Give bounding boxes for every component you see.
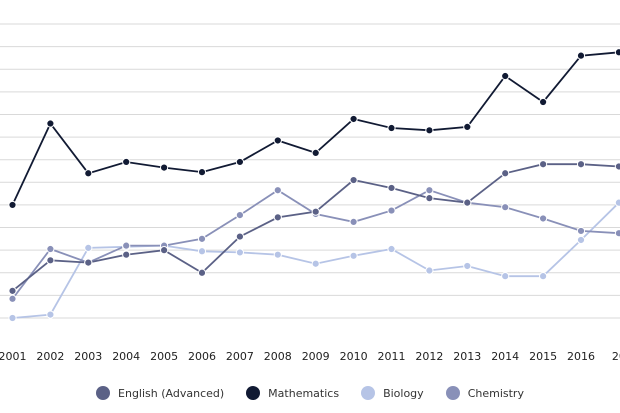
data-point-mathematics[interactable] xyxy=(122,157,131,167)
data-point-english-advanced[interactable] xyxy=(160,246,169,255)
x-tick-label: 2002 xyxy=(36,350,64,363)
legend-item-english-advanced[interactable]: English (Advanced) xyxy=(96,386,224,400)
data-point-english-advanced[interactable] xyxy=(273,213,282,222)
legend-item-chemistry[interactable]: Chemistry xyxy=(445,386,524,400)
data-point-mathematics[interactable] xyxy=(160,163,169,172)
data-point-biology[interactable] xyxy=(387,244,396,254)
x-tick-label: 2004 xyxy=(112,350,140,363)
data-point-biology[interactable] xyxy=(539,272,548,281)
data-point-english-advanced[interactable] xyxy=(197,268,207,277)
data-point-biology[interactable] xyxy=(197,247,207,256)
data-point-biology[interactable] xyxy=(311,259,320,268)
data-point-english-advanced[interactable] xyxy=(576,160,586,169)
data-point-chemistry[interactable] xyxy=(273,186,282,195)
data-point-english-advanced[interactable] xyxy=(46,256,55,265)
data-point-english-advanced[interactable] xyxy=(349,175,358,185)
x-tick-label: 2011 xyxy=(378,350,406,363)
data-point-mathematics[interactable] xyxy=(576,51,586,60)
x-tick-label: 2007 xyxy=(226,350,254,363)
data-point-mathematics[interactable] xyxy=(84,169,93,178)
data-point-english-advanced[interactable] xyxy=(463,198,472,207)
legend: English (Advanced) Mathematics Biology Chem… xyxy=(0,383,620,403)
x-tick-label: 2016 xyxy=(567,350,595,363)
data-point-english-advanced[interactable] xyxy=(311,207,320,216)
x-tick-label: 2006 xyxy=(188,350,216,363)
data-point-mathematics[interactable] xyxy=(197,168,207,177)
x-tick-label: 2001 xyxy=(0,350,27,363)
data-point-english-advanced[interactable] xyxy=(235,232,244,241)
data-point-chemistry[interactable] xyxy=(197,234,207,243)
x-tick-label: 2003 xyxy=(74,350,102,363)
data-point-biology[interactable] xyxy=(84,243,93,252)
data-point-mathematics[interactable] xyxy=(501,71,510,81)
data-point-mathematics[interactable] xyxy=(463,122,472,132)
data-point-biology[interactable] xyxy=(501,272,510,281)
legend-item-mathematics[interactable]: Mathematics xyxy=(246,386,339,400)
legend-label: Mathematics xyxy=(268,386,340,400)
data-point-biology[interactable] xyxy=(235,248,244,257)
data-point-english-advanced[interactable] xyxy=(614,162,620,171)
data-point-chemistry[interactable] xyxy=(349,217,358,226)
series-line-chemistry xyxy=(11,189,619,300)
data-point-mathematics[interactable] xyxy=(273,136,282,145)
data-point-chemistry[interactable] xyxy=(501,203,510,212)
data-point-english-advanced[interactable] xyxy=(84,258,93,267)
data-point-chemistry[interactable] xyxy=(122,241,131,250)
data-point-mathematics[interactable] xyxy=(614,48,620,57)
data-point-mathematics[interactable] xyxy=(8,200,17,210)
data-point-chemistry[interactable] xyxy=(539,214,548,223)
data-point-mathematics[interactable] xyxy=(46,119,55,128)
x-axis-ticks: 2001 2002 2003 2004 2005 2006 2007 2008 2009 2010… xyxy=(0,350,620,363)
data-point-mathematics[interactable] xyxy=(387,123,396,133)
data-point-mathematics[interactable] xyxy=(539,97,548,107)
x-tick-label: 2012 xyxy=(415,350,443,363)
legend-label: Biology xyxy=(383,386,424,400)
legend-item-biology[interactable]: Biology xyxy=(361,386,424,400)
data-point-biology[interactable] xyxy=(8,313,17,323)
legend-label: English (Advanced) xyxy=(118,386,225,400)
data-point-mathematics[interactable] xyxy=(349,114,358,124)
legend-swatch xyxy=(246,386,261,400)
x-tick-label: 2009 xyxy=(302,350,330,363)
data-point-mathematics[interactable] xyxy=(311,148,320,158)
data-point-biology[interactable] xyxy=(614,198,620,207)
data-point-biology[interactable] xyxy=(463,261,472,271)
series-points xyxy=(8,48,620,323)
legend-swatch xyxy=(96,386,111,400)
legend-label: Chemistry xyxy=(467,386,524,400)
data-point-biology[interactable] xyxy=(576,235,586,245)
legend-swatch xyxy=(361,386,376,400)
data-point-chemistry[interactable] xyxy=(235,211,244,220)
data-point-chemistry[interactable] xyxy=(425,186,434,195)
data-point-english-advanced[interactable] xyxy=(539,160,548,169)
data-point-chemistry[interactable] xyxy=(8,294,17,303)
data-point-mathematics[interactable] xyxy=(235,157,244,167)
data-point-biology[interactable] xyxy=(349,251,358,260)
data-point-english-advanced[interactable] xyxy=(8,286,17,295)
x-tick-label: 2008 xyxy=(264,350,292,363)
data-point-chemistry[interactable] xyxy=(614,229,620,238)
data-point-biology[interactable] xyxy=(425,266,434,275)
x-tick-label: 2014 xyxy=(491,350,519,363)
legend-swatch xyxy=(445,386,460,400)
x-tick-label: 2013 xyxy=(453,350,481,363)
data-point-english-advanced[interactable] xyxy=(501,169,510,178)
x-tick-label: 2010 xyxy=(340,350,368,363)
data-point-chemistry[interactable] xyxy=(387,206,396,215)
x-tick-label: 2015 xyxy=(529,350,557,363)
data-point-chemistry[interactable] xyxy=(46,244,55,254)
data-point-chemistry[interactable] xyxy=(576,226,586,236)
data-point-biology[interactable] xyxy=(46,310,55,319)
data-point-english-advanced[interactable] xyxy=(122,250,131,259)
x-tick-label: 20 xyxy=(612,350,620,363)
grid-lines xyxy=(0,23,620,319)
data-point-biology[interactable] xyxy=(273,250,282,259)
x-tick-label: 2005 xyxy=(150,350,178,363)
data-point-english-advanced[interactable] xyxy=(425,194,434,203)
data-point-mathematics[interactable] xyxy=(425,126,434,135)
data-point-english-advanced[interactable] xyxy=(387,183,396,193)
